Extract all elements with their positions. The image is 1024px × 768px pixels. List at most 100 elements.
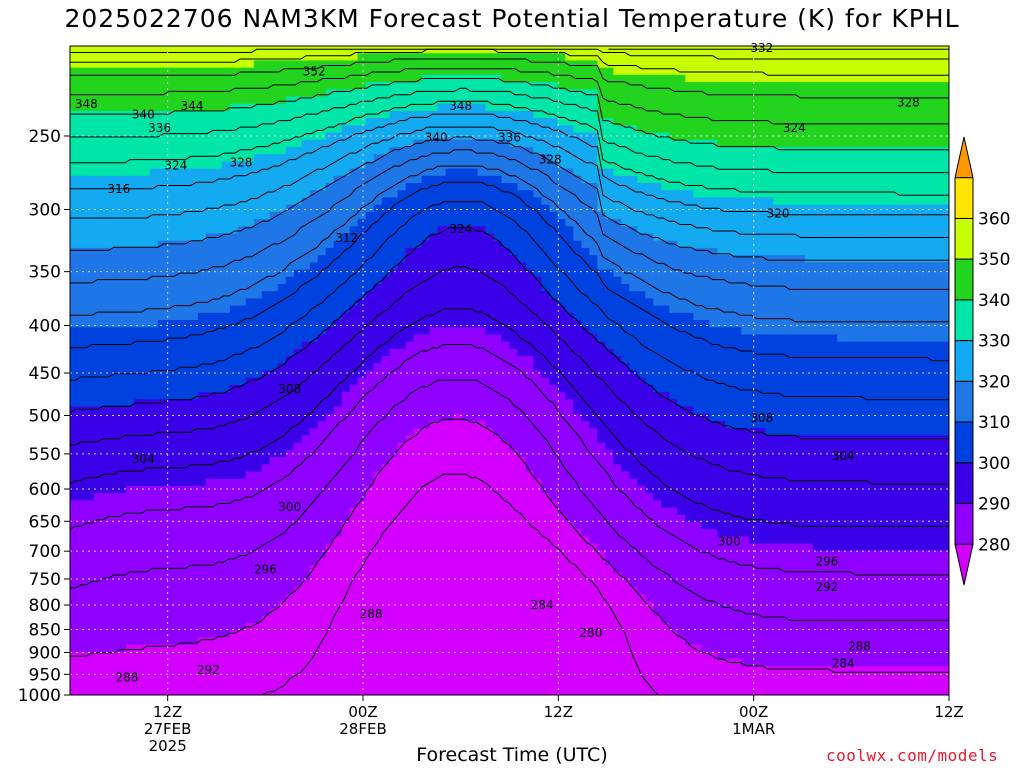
contour-line <box>262 473 659 695</box>
contour-label: 288 <box>116 671 139 685</box>
contour-label: 336 <box>148 121 171 135</box>
contour-label: 284 <box>531 598 554 612</box>
x-tick-label: 00Z <box>739 703 768 721</box>
contour-line <box>70 227 949 440</box>
colorbar-label: 300 <box>978 454 1010 474</box>
x-axis-label: Forecast Time (UTC) <box>416 744 608 766</box>
y-tick-label: 500 <box>29 406 61 426</box>
contour-label: 328 <box>229 156 252 170</box>
chart-title: 2025022706 NAM3KM Forecast Potential Tem… <box>64 4 960 33</box>
contour-label: 292 <box>197 663 220 677</box>
y-tick-label: 900 <box>29 644 61 664</box>
contour-label: 332 <box>750 41 773 55</box>
y-tick-label: 400 <box>29 317 61 337</box>
contour-label: 292 <box>815 580 838 594</box>
plot-frame <box>69 45 950 696</box>
contour-label: 324 <box>449 222 472 236</box>
contour-line <box>70 136 949 261</box>
x-tick-label: 28FEB <box>339 720 386 738</box>
contour-line <box>70 126 949 238</box>
contour-line <box>70 78 949 151</box>
contour-line <box>70 308 949 527</box>
colorbar-segment <box>954 258 974 301</box>
y-tick-label: 750 <box>29 570 61 590</box>
y-tick-label: 600 <box>29 480 61 500</box>
colorbar-segment <box>954 299 974 342</box>
colorbar: 280 290 300 310 320 330 340 350 360 <box>954 136 1010 586</box>
contour-line <box>70 181 949 362</box>
contour-label: 308 <box>750 411 773 425</box>
colorbar-segment <box>954 217 974 260</box>
colorbar-label: 320 <box>978 372 1010 392</box>
contour-line <box>70 418 949 673</box>
y-tick-label: 550 <box>29 445 61 465</box>
colorbar-label: 330 <box>978 332 1010 352</box>
y-tick-label: 950 <box>29 665 61 685</box>
contour-label: 288 <box>360 607 383 621</box>
contour-line <box>70 100 949 196</box>
contour-label: 320 <box>767 207 790 221</box>
y-tick-label: 800 <box>29 596 61 616</box>
y-tick-label: 1000 <box>18 686 61 706</box>
contour-label: 300 <box>278 500 301 514</box>
colorbar-label: 310 <box>978 413 1010 433</box>
contour-label: 352 <box>303 64 326 78</box>
x-tick-label: 12Z <box>153 703 182 721</box>
colorbar-segment <box>954 503 974 545</box>
contour-fill-layer <box>70 46 949 695</box>
y-tick-label: 700 <box>29 542 61 562</box>
contour-line <box>70 201 949 401</box>
contour-line <box>70 113 949 216</box>
contour-label: 328 <box>897 95 920 109</box>
contour-line <box>70 68 949 125</box>
contour-label: 304 <box>132 452 155 466</box>
x-tick-label: 12Z <box>544 703 573 721</box>
contour-line <box>70 165 949 323</box>
contour-label: 328 <box>539 152 562 166</box>
contour-label: 312 <box>335 231 358 245</box>
contour-label: 300 <box>718 534 741 548</box>
contour-line <box>70 266 949 485</box>
contour-line <box>70 58 949 99</box>
colorbar-label: 360 <box>978 209 1010 229</box>
contour-label: 340 <box>425 131 448 145</box>
contour-line <box>70 379 949 621</box>
colorbar-label: 280 <box>978 535 1010 555</box>
x-tick-label: 2025 <box>149 737 187 755</box>
colorbar-segment <box>954 177 974 219</box>
contour-label: 324 <box>164 159 187 173</box>
contour-label: 348 <box>75 97 98 111</box>
y-tick-label: 350 <box>29 263 61 283</box>
contour-label: 296 <box>254 563 277 577</box>
contour-label: 308 <box>278 382 301 396</box>
colorbar-segment <box>954 340 974 382</box>
x-tick-label: 27FEB <box>144 720 191 738</box>
contour-label: 284 <box>832 657 855 671</box>
colorbar-label: 350 <box>978 250 1010 270</box>
y-tick-label: 450 <box>29 364 61 384</box>
contour-label: 340 <box>132 107 155 121</box>
contour-label: 304 <box>832 449 855 463</box>
contour-label: 344 <box>181 99 204 113</box>
colorbar-arrow-bottom <box>954 543 974 586</box>
colorbar-label: 340 <box>978 291 1010 311</box>
contour-line <box>70 48 949 60</box>
credit-link[interactable]: coolwx.com/models <box>826 746 999 765</box>
colorbar-segment <box>954 462 974 505</box>
y-tick-label: 650 <box>29 512 61 532</box>
contour-label: 288 <box>848 640 871 654</box>
y-tick-label: 300 <box>29 201 61 221</box>
colorbar-segment <box>954 421 974 464</box>
contour-label: 280 <box>579 626 602 640</box>
contour-label: 336 <box>498 131 521 145</box>
contour-line <box>70 87 949 174</box>
contour-line <box>70 149 949 290</box>
x-tick-label: 1MAR <box>732 720 775 738</box>
contour-line <box>70 344 949 576</box>
contour-label: 316 <box>107 182 130 196</box>
contour-label: 348 <box>449 99 472 113</box>
contour-line <box>70 48 949 76</box>
y-tick-label: 250 <box>29 127 61 147</box>
contour-label: 324 <box>783 121 806 135</box>
